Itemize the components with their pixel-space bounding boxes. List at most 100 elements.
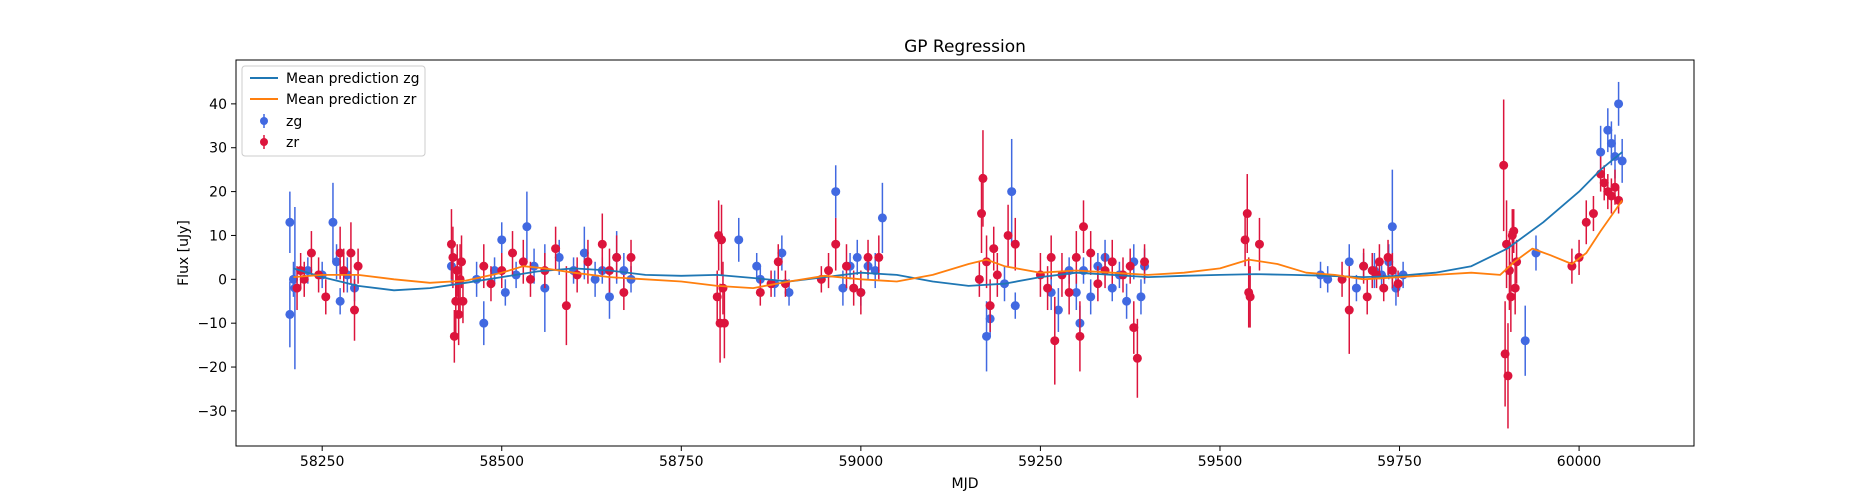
point-zg-31 [752, 261, 762, 271]
point-zr-71 [1079, 222, 1089, 232]
y-tick-label-20: 20 [209, 185, 227, 201]
point-zr-89 [1362, 292, 1372, 302]
plot-area [235, 59, 1695, 447]
point-zg-36 [831, 187, 841, 197]
point-zg-65 [1323, 274, 1333, 284]
point-zr-0 [292, 283, 302, 293]
point-zr-31 [597, 239, 607, 249]
legend-swatch-zr-marker [260, 138, 268, 146]
y-tick-label--30: −30 [197, 404, 227, 420]
point-zr-52 [863, 252, 873, 262]
legend: Mean prediction zg Mean prediction zr zg… [241, 65, 426, 157]
point-zg-24 [590, 274, 600, 284]
point-zr-12 [448, 252, 458, 262]
point-zg-82 [1617, 156, 1627, 166]
point-zg-60 [1122, 296, 1132, 306]
point-zr-93 [1379, 283, 1389, 293]
point-zg-55 [1086, 292, 1096, 302]
point-zg-43 [877, 213, 887, 223]
point-zr-84 [1245, 292, 1255, 302]
point-zr-78 [1129, 323, 1139, 333]
x-tick-label-59500: 59500 [1198, 454, 1243, 470]
legend-label-zg: zg [286, 114, 302, 130]
point-zr-19 [458, 296, 468, 306]
point-zg-72 [1387, 222, 1397, 232]
point-zg-50 [1053, 305, 1063, 315]
point-zr-104 [1509, 226, 1519, 236]
point-zr-51 [856, 287, 866, 297]
y-tick-label--20: −20 [197, 360, 227, 376]
x-tick-label-60000: 60000 [1557, 454, 1602, 470]
point-zr-42 [755, 287, 765, 297]
point-zr-70 [1075, 331, 1085, 341]
point-zr-40 [718, 283, 728, 293]
y-tick-label--10: −10 [197, 316, 227, 332]
y-tick-label-40: 40 [209, 97, 227, 113]
point-zr-8 [346, 248, 356, 258]
point-zr-85 [1254, 239, 1264, 249]
point-zr-92 [1374, 257, 1384, 267]
point-zg-81 [1614, 99, 1624, 109]
point-zg-66 [1344, 257, 1354, 267]
point-zg-78 [1603, 125, 1613, 135]
point-zg-6 [328, 217, 338, 227]
point-zr-50 [849, 283, 859, 293]
x-tick-label-59750: 59750 [1377, 454, 1422, 470]
point-zg-44 [982, 331, 992, 341]
x-tick-label-58250: 58250 [300, 454, 345, 470]
point-zr-58 [985, 301, 995, 311]
x-tick-label-58750: 58750 [659, 454, 704, 470]
point-zg-30 [734, 235, 744, 245]
x-axis-title: MJD [952, 476, 979, 492]
point-zr-109 [1581, 217, 1591, 227]
point-zg-14 [490, 266, 500, 276]
point-zr-60 [992, 270, 1002, 280]
x-tick-label-59000: 59000 [839, 454, 884, 470]
point-zr-10 [353, 261, 363, 271]
point-zr-72 [1086, 248, 1096, 258]
point-zg-37 [838, 283, 848, 293]
point-zg-75 [1520, 336, 1530, 346]
point-zr-62 [1010, 239, 1020, 249]
point-zg-52 [1071, 287, 1081, 297]
point-zr-73 [1093, 279, 1103, 289]
point-zr-94 [1383, 252, 1393, 262]
point-zr-96 [1393, 279, 1403, 289]
point-zr-114 [1606, 191, 1616, 201]
point-zr-34 [619, 287, 629, 297]
point-zr-64 [1043, 283, 1053, 293]
point-zr-27 [551, 244, 561, 254]
point-zr-9 [350, 305, 360, 315]
point-zr-29 [572, 270, 582, 280]
line-mean-prediction-zr [293, 199, 1623, 289]
point-zr-81 [1240, 235, 1250, 245]
x-tick-label-58500: 58500 [479, 454, 524, 470]
point-zg-39 [852, 252, 862, 262]
point-zr-54 [974, 274, 984, 284]
point-zr-105 [1510, 283, 1520, 293]
point-zg-8 [335, 296, 345, 306]
point-zr-112 [1599, 178, 1609, 188]
point-zr-110 [1588, 209, 1598, 219]
point-zr-39 [717, 235, 727, 245]
point-zg-79 [1606, 138, 1616, 148]
legend-label-zr: zr [286, 135, 299, 151]
point-zr-7 [339, 266, 349, 276]
data-marks [285, 81, 1627, 429]
point-zr-28 [561, 301, 571, 311]
point-zr-11 [446, 239, 456, 249]
point-zr-68 [1064, 287, 1074, 297]
y-tick-label-30: 30 [209, 141, 227, 157]
point-zr-80 [1140, 257, 1150, 267]
point-zr-57 [982, 257, 992, 267]
y-axis-title: Flux [uJy] [176, 220, 192, 286]
legend-swatch-zg-marker [260, 117, 268, 125]
point-zr-20 [479, 261, 489, 271]
axis-ticks: 58250 58500 58750 59000 59250 59500 59750 60000… [197, 97, 1601, 470]
point-zg-23 [579, 248, 589, 258]
point-zr-48 [831, 239, 841, 249]
y-tick-label-10: 10 [209, 228, 227, 244]
point-zr-47 [824, 266, 834, 276]
x-tick-label-59250: 59250 [1018, 454, 1063, 470]
